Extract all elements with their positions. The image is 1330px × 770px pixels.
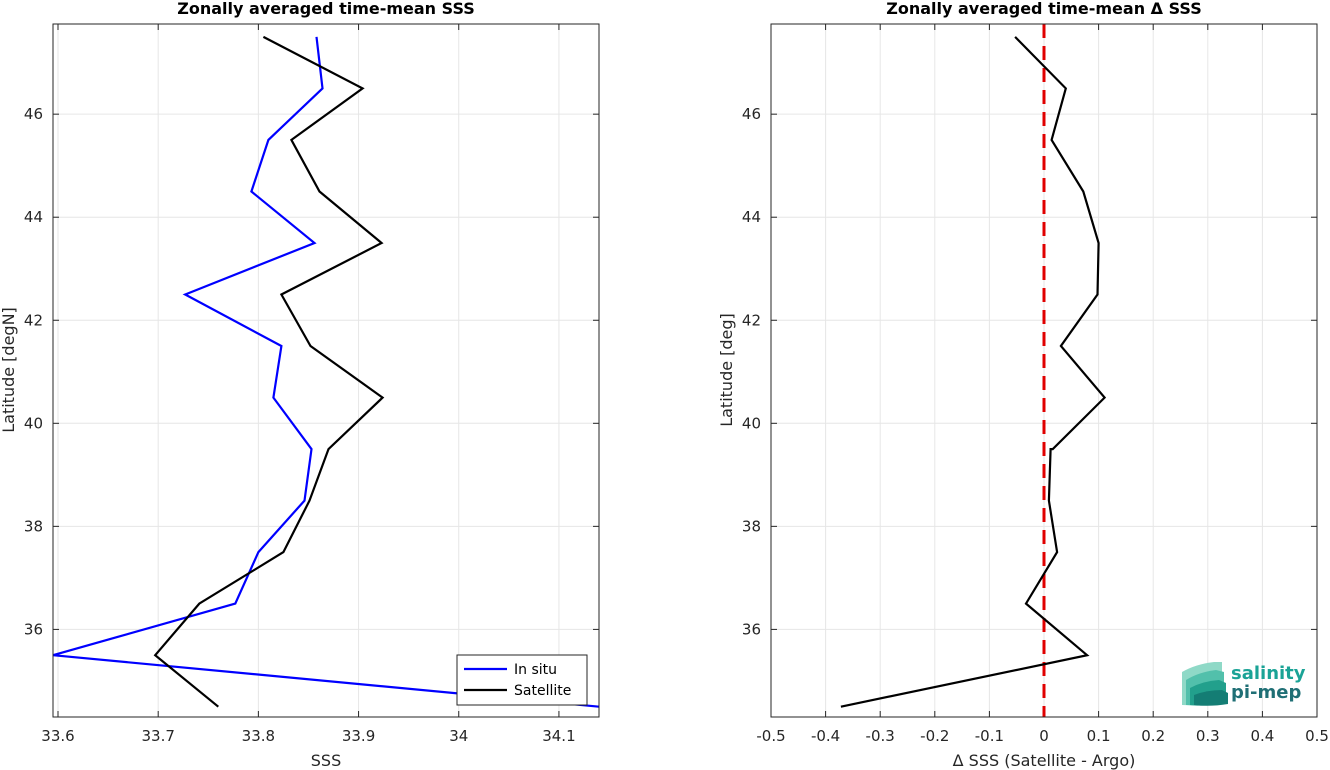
right-series-delta-sss bbox=[840, 36, 1107, 708]
right-xtick-label: 0.3 bbox=[1196, 727, 1220, 745]
legend-box bbox=[456, 654, 588, 706]
right-ytick-label: 38 bbox=[742, 517, 761, 535]
right-xtick-label: 0.4 bbox=[1250, 727, 1274, 745]
right-ytick-label: 42 bbox=[742, 311, 761, 329]
right-xtick-label: -0.3 bbox=[866, 727, 895, 745]
right-xtick-label: 0.2 bbox=[1141, 727, 1165, 745]
right-ticks: -0.5 -0.4 -0.3 -0.2 -0.1 0 0.1 0.2 0.3 0.4 0.5 36 38… bbox=[742, 24, 1329, 745]
left-series-satellite bbox=[153, 35, 385, 708]
legend: In situ Satellite bbox=[456, 654, 588, 706]
right-ytick-label: 40 bbox=[742, 414, 761, 432]
left-ytick-label: 40 bbox=[24, 414, 43, 432]
right-xlabel: Δ SSS (Satellite - Argo) bbox=[953, 751, 1136, 770]
right-xtick-label: -0.2 bbox=[920, 727, 949, 745]
logo-text-salinity: salinity bbox=[1231, 663, 1306, 684]
left-axes-box bbox=[52, 23, 600, 718]
left-ticks: 33.6 33.7 33.8 33.9 34 34.1 36 38 40 42 44 46 bbox=[24, 24, 599, 745]
left-ylabel: Latitude [degN] bbox=[0, 307, 18, 433]
left-ytick-label: 38 bbox=[24, 517, 43, 535]
right-ytick-label: 36 bbox=[742, 620, 761, 638]
right-ytick-label: 44 bbox=[742, 208, 761, 226]
legend-label-satellite: Satellite bbox=[514, 683, 571, 699]
logo-text-pi-mep: pi-mep bbox=[1231, 682, 1301, 703]
left-ytick-label: 36 bbox=[24, 620, 43, 638]
left-ytick-label: 46 bbox=[24, 105, 43, 123]
left-xlabel: SSS bbox=[311, 751, 341, 770]
left-grid bbox=[53, 24, 599, 717]
right-xtick-label: -0.5 bbox=[756, 727, 785, 745]
right-title: Zonally averaged time-mean Δ SSS bbox=[886, 0, 1202, 18]
right-xtick-label: 0 bbox=[1039, 727, 1049, 745]
left-xtick-label: 34 bbox=[449, 727, 468, 745]
right-xtick-label: -0.4 bbox=[811, 727, 840, 745]
left-ytick-label: 44 bbox=[24, 208, 43, 226]
left-panel: Zonally averaged time-mean SSS 33.6 33.7 3… bbox=[0, 0, 600, 770]
left-xtick-label: 33.6 bbox=[41, 727, 74, 745]
left-series-in-situ bbox=[52, 36, 600, 708]
left-xtick-label: 34.1 bbox=[542, 727, 575, 745]
left-title: Zonally averaged time-mean SSS bbox=[177, 0, 475, 18]
right-xtick-label: 0.1 bbox=[1087, 727, 1111, 745]
right-ytick-label: 46 bbox=[742, 105, 761, 123]
left-series bbox=[52, 35, 600, 708]
salinity-pi-mep-logo: salinity pi-mep bbox=[1182, 662, 1306, 706]
right-xtick-label: 0.5 bbox=[1305, 727, 1329, 745]
right-ylabel: Latitude [deg] bbox=[717, 313, 736, 427]
right-xtick-label: -0.1 bbox=[975, 727, 1004, 745]
left-xtick-label: 33.8 bbox=[242, 727, 275, 745]
left-ytick-label: 42 bbox=[24, 311, 43, 329]
right-panel: Zonally averaged time-mean Δ SSS -0.5 -0.… bbox=[717, 0, 1329, 770]
legend-label-in-situ: In situ bbox=[514, 662, 557, 678]
left-xtick-label: 33.7 bbox=[141, 727, 174, 745]
right-axes-box bbox=[770, 23, 1318, 718]
left-xtick-label: 33.9 bbox=[342, 727, 375, 745]
left-plot-area bbox=[53, 24, 599, 717]
wave-logo-icon bbox=[1182, 662, 1228, 706]
right-series bbox=[840, 24, 1107, 717]
